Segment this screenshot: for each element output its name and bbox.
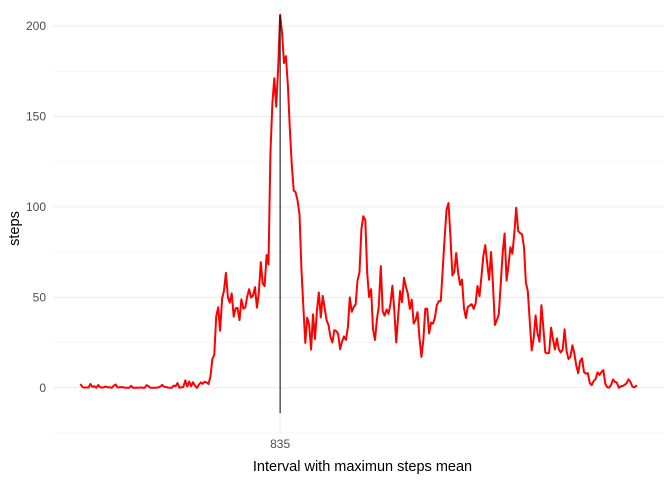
x-tick-label: 835 [270,437,290,451]
y-tick-labels: 0 50 100 150 200 [26,19,46,395]
y-axis-title: steps [7,211,23,246]
y-tick-label: 50 [33,290,47,304]
x-axis-title: Interval with maximun steps mean [253,459,472,475]
y-tick-label: 100 [26,200,46,214]
y-tick-label: 0 [39,381,46,395]
y-tick-label: 200 [26,19,46,33]
series-line [79,13,638,389]
y-tick-label: 150 [26,110,46,124]
x-tick-labels: 835 [270,437,290,451]
